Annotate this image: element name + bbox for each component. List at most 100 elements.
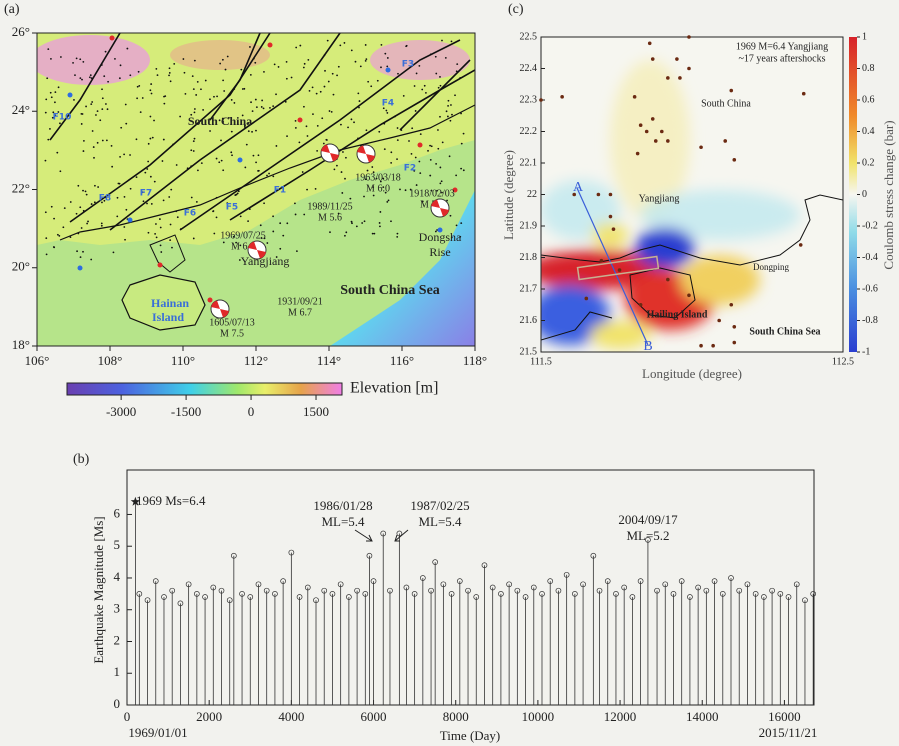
y-tick-label: 22.1 <box>520 157 538 168</box>
epicentre-dot <box>59 56 62 58</box>
epicentre-dot <box>414 110 417 112</box>
epicentre-dot <box>306 135 309 137</box>
aftershock <box>560 95 564 99</box>
epicentre-dot <box>54 91 57 94</box>
epicentre-dot <box>364 44 367 46</box>
epicentre-dot <box>54 101 56 104</box>
epicentre-dot <box>85 193 88 196</box>
annotation: ML=5.4 <box>418 514 462 529</box>
epicentre-dot <box>339 44 342 47</box>
stem-head <box>514 587 521 594</box>
epicentre-dot <box>125 122 128 125</box>
epicentre-dot <box>350 220 353 223</box>
epicentre-dot <box>436 229 438 231</box>
colorbar-label: Coulomb stress change (bar) <box>881 120 896 269</box>
epicentre-dot <box>387 199 390 202</box>
epicentre-dot <box>157 262 163 268</box>
epicentre-dot <box>233 88 236 91</box>
epicentre-dot <box>383 148 386 151</box>
panel-label: (c) <box>508 2 524 17</box>
epicentre-dot <box>119 64 122 67</box>
epicentre-dot <box>154 233 157 235</box>
stem-head <box>428 587 434 594</box>
epicentre-dot <box>460 222 463 225</box>
epicentre-dot <box>279 222 282 225</box>
epicentre-dot <box>89 74 92 77</box>
epicentre-dot <box>101 97 104 100</box>
epicentre-dot <box>311 86 314 89</box>
epicentre-dot <box>384 52 387 55</box>
place-label: Hailing Island <box>647 309 708 320</box>
epicentre-dot <box>250 101 252 104</box>
epicentre-dot <box>386 57 389 59</box>
epicentre-dot <box>342 151 344 153</box>
epicentre-dot <box>299 44 302 47</box>
epicentre-dot <box>202 109 205 111</box>
colorbar-tick-label: -0.4 <box>862 252 878 263</box>
stem-head <box>230 552 237 559</box>
epicentre-dot <box>382 177 385 180</box>
epicentre-dot <box>434 55 437 58</box>
epicentre-dot <box>385 67 391 73</box>
epicentre-dot <box>105 139 108 142</box>
epicentre-dot <box>96 141 99 144</box>
epicentre-dot <box>123 195 126 198</box>
y-tick-label: 22.3 <box>520 94 538 105</box>
y-tick-label: 1 <box>114 664 121 679</box>
annotation: 1986/01/28 <box>313 498 372 513</box>
epicentre-dot <box>303 62 306 65</box>
y-tick-label: 5 <box>114 537 121 552</box>
epicentre-dot <box>127 217 133 223</box>
epicentre-dot <box>396 232 399 235</box>
epicentre-dot <box>345 156 347 159</box>
epicentre-dot <box>67 92 73 98</box>
epicentre-dot <box>212 210 215 212</box>
stem-head <box>802 597 808 604</box>
epicentre-dot <box>255 161 257 164</box>
colorbar-tick-label: 1500 <box>303 404 329 419</box>
fault-label: F2 <box>404 164 416 174</box>
epicentre-dot <box>169 239 172 242</box>
epicentre-dot <box>449 214 452 217</box>
stem-head <box>226 597 233 604</box>
epicentre-dot <box>357 137 359 140</box>
epicentre-dot <box>439 76 441 78</box>
y-tick-label: 0 <box>114 696 121 711</box>
stem-head <box>288 549 295 556</box>
epicentre-dot <box>282 234 285 237</box>
x-tick-label: 118° <box>463 353 487 368</box>
y-tick-label: 22° <box>12 180 30 195</box>
epicentre-dot <box>259 224 262 227</box>
epicentre-dot <box>456 63 459 66</box>
epicentre-dot <box>455 174 458 177</box>
epicentre-dot <box>124 103 127 106</box>
epicentre-dot <box>77 232 80 235</box>
stem-head <box>637 578 644 584</box>
aftershock <box>638 123 643 127</box>
stem-head <box>263 587 270 594</box>
aftershock <box>599 258 604 263</box>
stem-head <box>255 581 262 588</box>
epicentre-dot <box>59 122 61 125</box>
epicentre-dot <box>226 202 229 205</box>
epicentre-dot <box>49 128 51 130</box>
epicentre-dot <box>254 98 257 101</box>
epicentre-dot <box>344 234 346 237</box>
epicentre-dot <box>223 90 226 92</box>
epicentre-dot <box>404 189 407 192</box>
stem-head <box>313 597 319 604</box>
stem-head <box>670 591 677 597</box>
epicentre-dot <box>252 57 255 60</box>
mainshock-star <box>130 496 141 506</box>
epicentre-dot <box>302 66 305 69</box>
epicentre-dot <box>53 217 55 220</box>
epicentre-dot <box>441 141 444 144</box>
epicentre-dot <box>336 164 338 167</box>
epicentre-dot <box>455 70 458 73</box>
epicentre-dot <box>91 130 94 132</box>
event-date: 1989/11/25 <box>307 201 352 212</box>
epicentre-dot <box>386 112 389 114</box>
aftershock <box>666 76 670 80</box>
epicentre-dot <box>151 136 154 139</box>
epicentre-dot <box>195 94 198 96</box>
